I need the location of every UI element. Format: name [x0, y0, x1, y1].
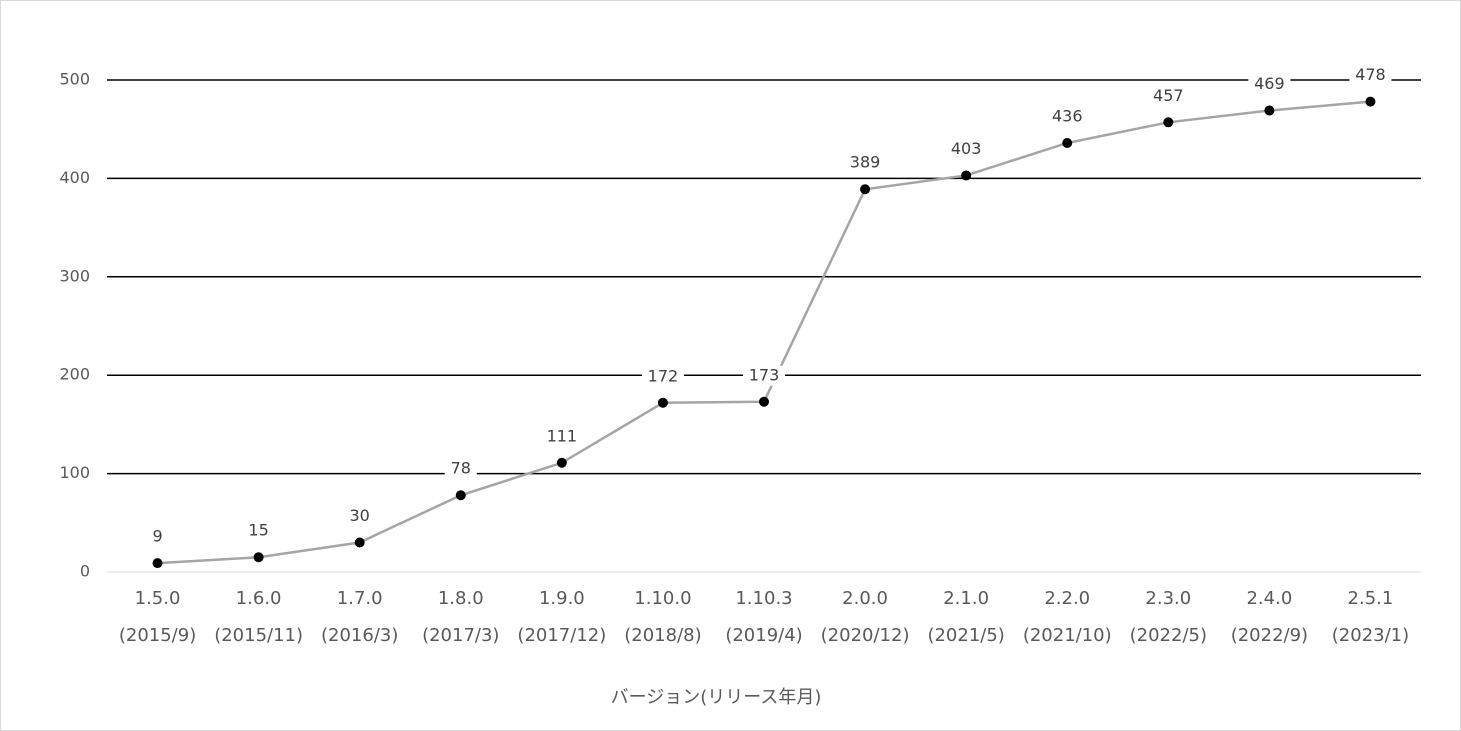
x-tick-sublabel: (2022/9) — [1231, 625, 1308, 646]
data-label-bg — [1147, 86, 1190, 107]
data-label: 403 — [951, 139, 982, 158]
x-tick-label: 2.3.0 — [1145, 588, 1191, 609]
y-tick-label: 400 — [59, 168, 90, 187]
data-label: 172 — [648, 366, 679, 385]
y-tick-label: 200 — [59, 365, 90, 384]
y-tick-label: 500 — [59, 70, 90, 89]
marker — [455, 490, 466, 501]
marker — [253, 552, 264, 563]
marker — [1062, 137, 1073, 148]
marker — [657, 397, 668, 408]
data-label-bg — [844, 153, 887, 174]
data-label-bg — [1248, 74, 1291, 95]
marker — [556, 457, 567, 468]
x-tick-label: 1.7.0 — [337, 588, 383, 609]
x-tick-label: 2.5.1 — [1348, 588, 1394, 609]
x-tick-sublabel: (2022/5) — [1130, 625, 1207, 646]
x-tick-label: 2.0.0 — [842, 588, 888, 609]
marker — [759, 396, 769, 407]
data-label: 469 — [1254, 74, 1285, 93]
x-tick-sublabel: (2017/12) — [517, 625, 606, 646]
marker — [1365, 96, 1376, 107]
data-label-bg — [343, 506, 376, 527]
x-tick-label: 1.8.0 — [438, 588, 484, 609]
marker — [961, 170, 972, 181]
x-tick-label: 2.4.0 — [1246, 588, 1292, 609]
marker — [152, 558, 163, 569]
x-tick-label: 1.5.0 — [135, 588, 181, 609]
data-label: 389 — [850, 153, 881, 172]
x-tick-label: 2.2.0 — [1044, 588, 1090, 609]
x-tick-sublabel: (2017/3) — [422, 625, 499, 646]
x-tick-sublabel: (2023/1) — [1332, 625, 1409, 646]
x-tick-sublabel: (2018/8) — [624, 625, 701, 646]
x-tick-sublabel: (2021/10) — [1023, 625, 1112, 646]
marker — [354, 537, 365, 548]
data-label: 111 — [547, 426, 578, 445]
marker — [860, 184, 871, 195]
data-label: 436 — [1052, 106, 1083, 125]
x-tick-label: 1.10.3 — [735, 588, 792, 609]
data-label-bg — [540, 426, 583, 447]
x-tick-label: 1.10.0 — [634, 588, 691, 609]
x-tick-sublabel: (2016/3) — [321, 625, 398, 646]
x-tick-label: 2.1.0 — [943, 588, 989, 609]
x-tick-sublabel: (2021/5) — [927, 625, 1004, 646]
x-axis-title: バージョン(リリース年月) — [611, 687, 822, 708]
data-label-bg — [242, 521, 275, 542]
data-label-bg — [1349, 65, 1392, 86]
marker — [1163, 117, 1174, 128]
x-tick-sublabel: (2015/9) — [119, 625, 196, 646]
data-label: 457 — [1153, 86, 1184, 105]
x-tick-label: 1.6.0 — [236, 588, 282, 609]
data-label: 173 — [749, 365, 780, 384]
y-tick-label: 0 — [80, 562, 90, 581]
x-tick-sublabel: (2019/4) — [725, 625, 802, 646]
data-label-bg — [743, 365, 785, 386]
y-tick-label: 300 — [59, 266, 90, 285]
data-label: 15 — [248, 521, 268, 540]
data-label-bg — [945, 139, 988, 160]
data-label: 78 — [451, 459, 471, 478]
data-label-bg — [444, 459, 477, 480]
x-tick-sublabel: (2020/12) — [821, 625, 910, 646]
data-label-bg — [146, 527, 169, 548]
data-label-bg — [641, 366, 684, 387]
data-label: 478 — [1355, 65, 1386, 84]
marker — [1264, 105, 1275, 116]
data-label: 9 — [152, 527, 162, 546]
x-tick-label: 1.9.0 — [539, 588, 585, 609]
y-tick-label: 100 — [59, 463, 90, 482]
x-tick-sublabel: (2015/11) — [214, 625, 303, 646]
data-label: 30 — [350, 506, 370, 525]
data-label-bg — [1046, 106, 1089, 127]
